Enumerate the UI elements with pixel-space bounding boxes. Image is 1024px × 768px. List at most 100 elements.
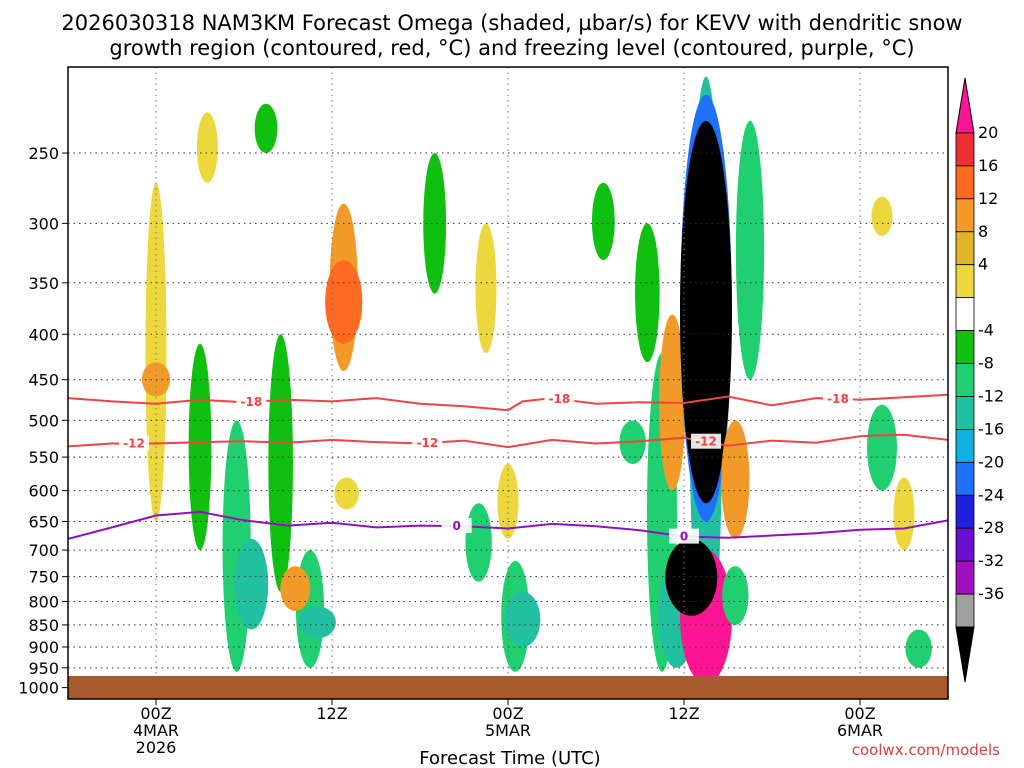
contour-label-bg	[236, 393, 267, 409]
x-tick-label: 12Z	[316, 704, 347, 723]
omega-cell	[721, 420, 750, 539]
colorbar-segment	[955, 132, 975, 167]
y-tick-label: 400	[28, 325, 59, 344]
grid-lines	[68, 67, 948, 699]
contour-label-bg	[412, 435, 443, 451]
x-tick-label: 4MAR	[133, 721, 179, 740]
colorbar-cap-bottom	[955, 626, 975, 683]
contour-line	[68, 433, 948, 449]
y-tick-label: 750	[28, 568, 59, 587]
omega-cell	[893, 477, 915, 551]
colorbar-segment	[955, 593, 975, 628]
colorbar-label: 8	[978, 222, 988, 241]
y-tick-label: 450	[28, 371, 59, 390]
chart-title-line-2: growth region (contoured, red, °C) and f…	[109, 36, 914, 60]
colorbar-segment	[955, 231, 975, 266]
contour-label: 0	[452, 519, 460, 533]
omega-cell	[504, 591, 541, 647]
colorbar-cap-top	[955, 77, 975, 134]
omega-cell	[423, 153, 447, 294]
y-tick-label: 850	[28, 616, 59, 635]
colorbar-segment	[955, 560, 975, 595]
x-tick-label: 2026	[136, 738, 177, 757]
omega-cell	[722, 566, 749, 625]
colorbar-label: 12	[978, 189, 998, 208]
omega-cell	[635, 223, 660, 363]
colorbar: 20 16 12 8 4 -4 -8 -12 -16 -20 -24 -28 -32 -36	[955, 77, 1004, 683]
y-tick-label: 550	[28, 448, 59, 467]
y-tick-label: 500	[28, 411, 59, 430]
y-tick-label: 600	[28, 482, 59, 501]
colorbar-segment	[955, 297, 975, 331]
contour-label-bg	[823, 390, 853, 406]
colorbar-segment	[955, 264, 975, 299]
colorbar-label: -20	[978, 452, 1004, 471]
colorbar-label: 16	[978, 156, 998, 175]
colorbar-segment	[955, 198, 975, 233]
omega-cell	[591, 182, 615, 261]
omega-shading	[141, 76, 932, 684]
colorbar-label: 20	[978, 123, 998, 142]
contour-line	[68, 393, 948, 412]
contour-label-bg	[119, 435, 149, 451]
contour-label: -12	[416, 436, 438, 450]
omega-cell	[196, 112, 218, 183]
omega-cell	[188, 343, 212, 551]
omega-cell	[905, 629, 932, 668]
contour-label: -18	[548, 392, 570, 406]
contour-label-bg	[544, 391, 575, 407]
x-tick-label: 12Z	[668, 704, 699, 723]
y-tick-label: 250	[28, 144, 59, 163]
y-tick-label: 700	[28, 541, 59, 560]
y-axis-tick-labels: 250 300 350 400 450 500 550 600 650 700 750 800 850 9…	[18, 144, 68, 698]
omega-cell	[665, 538, 718, 616]
y-tick-label: 900	[28, 638, 59, 657]
x-tick-label: 5MAR	[485, 721, 531, 740]
colorbar-segment	[955, 527, 975, 562]
colorbar-segment	[955, 165, 975, 200]
colorbar-label: -36	[978, 584, 1004, 603]
contour-label: 0	[680, 530, 688, 544]
contour-label-bg	[669, 528, 699, 544]
omega-cell	[234, 538, 269, 630]
omega-cell	[254, 103, 278, 154]
omega-cell	[298, 606, 336, 639]
y-tick-label: 950	[28, 659, 59, 678]
x-tick-label: 00Z	[140, 704, 171, 723]
y-tick-label: 300	[28, 214, 59, 233]
contour-label-bg	[691, 433, 721, 449]
omega-cell	[871, 196, 893, 236]
colorbar-label: -32	[978, 551, 1004, 570]
contour-label: -18	[827, 392, 849, 406]
contour-line	[68, 510, 948, 540]
x-tick-label: 00Z	[844, 704, 875, 723]
omega-cell	[268, 334, 293, 592]
colorbar-label: -8	[978, 354, 994, 373]
omega-cell	[334, 477, 359, 510]
colorbar-segment	[955, 396, 975, 430]
chart-title-line-1: 2026030318 NAM3KM Forecast Omega (shaded…	[61, 11, 962, 35]
omega-cell	[497, 464, 519, 539]
y-tick-label: 800	[28, 593, 59, 612]
colorbar-label: -28	[978, 518, 1004, 537]
colorbar-segment	[955, 363, 975, 397]
temperature-contours: -18 -18 -18 -12 -12 -12 0 0	[68, 390, 948, 544]
y-tick-label: 350	[28, 274, 59, 293]
y-tick-label: 650	[28, 512, 59, 531]
colorbar-segment	[955, 429, 975, 463]
x-axis-label: Forecast Time (UTC)	[419, 748, 600, 768]
x-tick-label: 00Z	[492, 704, 523, 723]
contour-label-bg	[441, 518, 472, 534]
colorbar-label: -12	[978, 386, 1004, 405]
colorbar-segment	[955, 494, 975, 529]
contour-label: -12	[695, 435, 717, 449]
colorbar-segment	[955, 330, 975, 364]
omega-cell	[680, 120, 732, 504]
omega-cell	[735, 120, 765, 380]
colorbar-label: -4	[978, 321, 994, 340]
ground-terrain	[68, 676, 948, 699]
colorbar-label: 4	[978, 255, 988, 274]
omega-cell	[867, 404, 897, 491]
